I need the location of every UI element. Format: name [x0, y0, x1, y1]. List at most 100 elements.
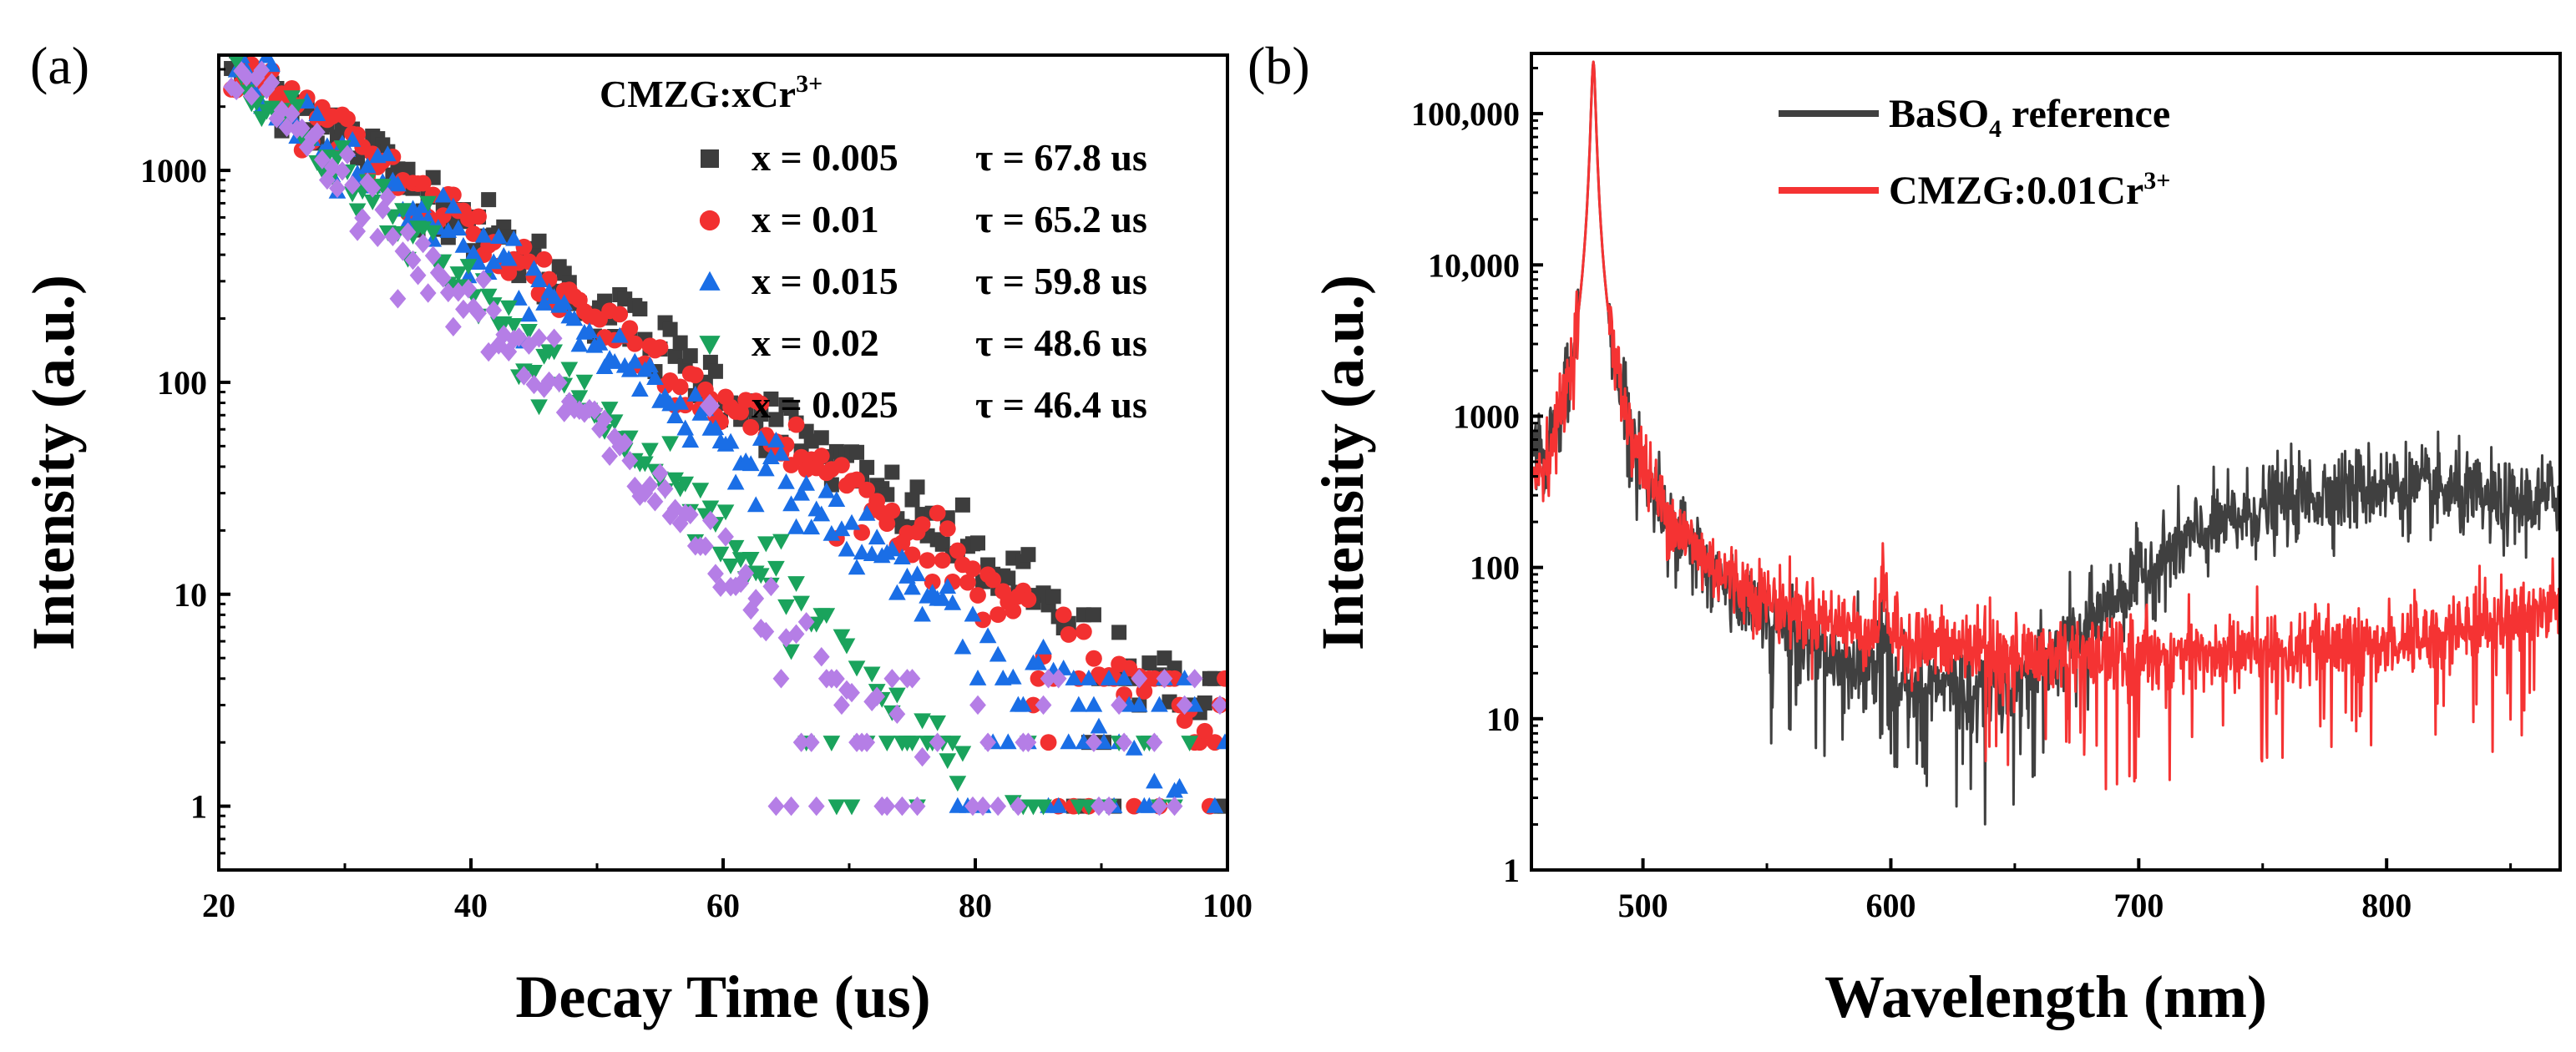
data-point: [908, 796, 926, 817]
data-point: [913, 605, 931, 622]
data-point: [1101, 796, 1117, 817]
data-point: [288, 99, 306, 115]
data-point: [444, 316, 462, 337]
data-point: [434, 268, 452, 288]
data-point: [989, 796, 1007, 817]
data-point: [787, 576, 805, 593]
data-point: [822, 736, 841, 751]
data-point: [586, 400, 603, 420]
legend-a-label-2: x = 0.01: [752, 198, 879, 240]
data-point: [812, 647, 830, 667]
data-point: [359, 172, 377, 193]
data-point: [868, 686, 886, 706]
data-point: [883, 540, 901, 557]
data-point: [893, 796, 911, 817]
data-point: [530, 271, 548, 288]
data-point: [621, 451, 639, 471]
legend-a-tau-1: τ = 67.8 us: [975, 136, 1147, 179]
data-point: [949, 776, 967, 792]
data-point: [384, 209, 402, 225]
data-point: [767, 560, 785, 577]
data-point: [454, 236, 473, 253]
data-point: [682, 348, 698, 364]
data-point: [1035, 638, 1052, 655]
panel-a-points: [223, 55, 1227, 817]
data-point: [883, 502, 901, 519]
data-point: [888, 584, 906, 600]
data-point: [768, 412, 784, 427]
data-point: [696, 536, 714, 556]
panel-a-y-tick-label: 100: [157, 364, 207, 402]
data-point: [878, 515, 896, 532]
data-point: [878, 796, 896, 817]
panel-b-plot-area: [1531, 60, 2560, 826]
data-point: [1111, 695, 1128, 716]
data-point: [929, 504, 946, 522]
data-point: [525, 260, 543, 276]
data-point: [535, 250, 553, 268]
data-point: [1020, 591, 1037, 608]
data-point: [1050, 797, 1068, 813]
data-point: [959, 574, 976, 591]
panel-a-y-tick-label: 1: [190, 788, 207, 826]
data-point: [1040, 734, 1057, 751]
data-point: [459, 267, 478, 284]
data-point: [964, 560, 981, 578]
data-point: [939, 520, 956, 538]
data-point: [964, 796, 981, 817]
data-point: [843, 799, 861, 816]
data-point: [833, 457, 850, 473]
data-point: [1100, 669, 1118, 685]
data-point: [767, 796, 785, 817]
data-point: [298, 93, 316, 109]
data-point: [253, 60, 271, 80]
data-point: [531, 233, 547, 249]
panel-b-x-tick-label: 800: [2361, 887, 2412, 924]
data-point: [409, 266, 427, 286]
data-point: [777, 473, 795, 489]
data-point: [712, 577, 729, 597]
data-point: [792, 732, 810, 752]
data-point: [600, 402, 619, 417]
data-point: [424, 245, 442, 266]
data-point: [595, 358, 614, 375]
data-point: [273, 100, 291, 120]
data-point: [919, 552, 936, 569]
data-point: [560, 362, 579, 378]
data-point: [499, 300, 518, 316]
data-point: [903, 669, 921, 689]
data-point: [630, 381, 649, 397]
data-point: [672, 335, 688, 351]
data-point: [278, 117, 296, 138]
data-point: [934, 536, 950, 552]
data-point: [827, 799, 846, 816]
data-point: [481, 192, 497, 208]
data-point: [838, 540, 856, 557]
data-point: [1115, 669, 1133, 685]
data-point: [414, 233, 432, 254]
data-point: [596, 409, 613, 429]
data-point: [681, 432, 700, 448]
data-point: [1015, 695, 1032, 712]
data-point: [757, 460, 775, 477]
data-point: [944, 736, 962, 751]
data-point: [686, 367, 704, 384]
data-point: [742, 599, 760, 620]
data-point: [817, 608, 836, 625]
data-point: [929, 732, 946, 752]
data-point: [1020, 732, 1037, 752]
data-point: [389, 175, 407, 192]
data-point: [1030, 654, 1047, 670]
data-point: [746, 496, 765, 513]
panel-a: (a) 20 40 60 80 100 1 10 100 1000 Decay Time (u…: [20, 36, 1253, 1030]
data-point: [717, 527, 734, 547]
data-point: [1085, 695, 1103, 712]
panel-b-x-axis-title: Wavelength (nm): [1824, 963, 2267, 1030]
data-point: [702, 510, 719, 531]
data-point: [671, 393, 690, 410]
data-point: [848, 660, 866, 677]
data-point: [999, 733, 1017, 750]
series-line-2: [1531, 60, 2560, 791]
data-point: [1030, 670, 1047, 687]
